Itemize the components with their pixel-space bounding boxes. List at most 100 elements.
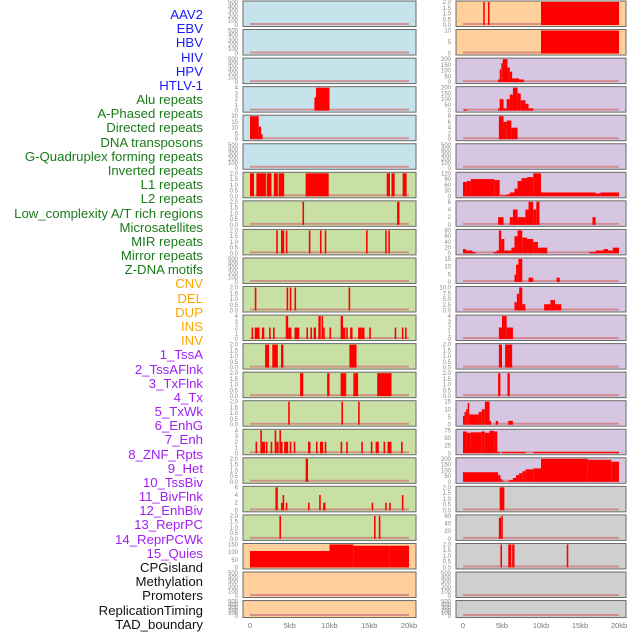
y-tick-label: 60 — [444, 514, 451, 520]
data-bar — [305, 173, 329, 197]
data-bar — [394, 327, 397, 340]
data-bar — [258, 126, 262, 140]
data-bar — [498, 344, 502, 368]
track-panel: 025 50 75 — [444, 428, 627, 457]
y-tick-label: 0.5 — [443, 560, 452, 566]
data-bar — [256, 173, 266, 197]
x-tick-label: 20kb — [401, 621, 417, 630]
y-tick-label: 0.0 — [230, 223, 239, 229]
y-tick-label: 2.5 — [443, 303, 452, 309]
y-tick-label: 2.0 — [443, 485, 452, 491]
y-tick-label: 300 — [228, 605, 239, 611]
data-bar — [389, 502, 391, 511]
data-bar — [389, 545, 409, 568]
data-bar — [275, 487, 278, 511]
data-bar — [520, 100, 526, 111]
data-bar — [346, 441, 348, 454]
track-label: 9_Het — [167, 460, 203, 476]
y-tick-label: 1 — [235, 331, 239, 337]
x-tick-label: 5kb — [496, 621, 508, 630]
y-tick-label: 0.0 — [443, 394, 452, 400]
data-bar — [293, 441, 296, 454]
data-bar — [525, 103, 529, 111]
data-bar — [279, 430, 282, 454]
data-bar — [509, 479, 513, 482]
data-bar — [294, 287, 297, 311]
data-bar — [522, 304, 526, 311]
data-bar — [313, 327, 316, 340]
data-bar — [402, 173, 407, 197]
data-bar — [340, 373, 347, 397]
data-bar — [374, 515, 376, 539]
data-bar — [533, 209, 537, 225]
data-bar — [329, 327, 332, 340]
y-tick-label: 400 — [228, 33, 239, 39]
y-tick-label: 0 — [448, 594, 452, 600]
y-tick-label: 1.0 — [443, 12, 452, 18]
y-tick-label: 400 — [441, 576, 452, 582]
data-bar — [533, 451, 619, 454]
y-tick-label: 50 — [444, 436, 451, 442]
y-tick-label: 3 — [235, 91, 239, 97]
data-bar — [541, 247, 548, 254]
y-tick-label: 150 — [441, 63, 452, 69]
data-bar — [533, 468, 541, 482]
data-bar — [498, 217, 504, 225]
data-bar — [318, 316, 321, 340]
y-tick-label: 1.5 — [230, 206, 239, 212]
data-bar — [511, 127, 518, 140]
data-bar — [499, 487, 505, 511]
y-tick-label: 50 — [444, 474, 451, 480]
y-tick-label: 2 — [235, 440, 239, 446]
y-tick-label: 300 — [228, 152, 239, 158]
track-panel: 0.00.51.01.52.0 — [230, 200, 417, 229]
data-bar — [472, 251, 476, 254]
data-bar — [281, 344, 284, 368]
panel-background — [455, 371, 627, 399]
track-label: HPV — [175, 63, 203, 79]
y-tick-label: 60 — [444, 234, 451, 240]
y-tick-label: 300 — [441, 580, 452, 586]
data-bar — [508, 544, 512, 568]
y-tick-label: 0 — [235, 565, 239, 571]
track-label: A-Phased repeats — [97, 106, 203, 122]
y-tick-label: 4 — [448, 208, 452, 214]
data-bar — [250, 551, 330, 568]
track-label: 11_BivFlnk — [138, 489, 203, 505]
data-bar — [483, 2, 485, 25]
data-bar — [369, 327, 371, 340]
data-bar — [463, 415, 465, 425]
data-bar — [305, 458, 309, 482]
data-bar — [261, 133, 263, 140]
track-label: HIV — [181, 49, 203, 65]
y-tick-label: 10 — [231, 126, 238, 132]
y-tick-label: 0 — [448, 80, 452, 86]
track-label: G-Quadruplex forming repeats — [24, 148, 203, 164]
y-tick-label: 2 — [235, 501, 239, 507]
y-tick-label: 0 — [235, 52, 239, 58]
y-tick-label: 3 — [235, 434, 239, 440]
data-bar — [512, 544, 515, 568]
data-bar — [519, 287, 523, 311]
data-bar — [466, 180, 471, 197]
y-tick-label: 2.0 — [443, 0, 452, 6]
data-bar — [405, 327, 407, 340]
y-tick-label: 5 — [448, 415, 452, 421]
y-tick-label: 20 — [444, 246, 451, 252]
data-bar — [315, 441, 318, 454]
panel-background — [242, 600, 417, 619]
track-label: 10_TssBiv — [142, 474, 203, 490]
y-tick-label: 0.0 — [230, 251, 239, 257]
y-tick-label: 100 — [441, 468, 452, 474]
y-tick-label: 0.5 — [230, 417, 239, 423]
data-bar — [361, 327, 365, 340]
y-tick-label: 0 — [448, 137, 452, 143]
data-bar — [401, 441, 403, 454]
track-label: Directed repeats — [106, 120, 203, 136]
